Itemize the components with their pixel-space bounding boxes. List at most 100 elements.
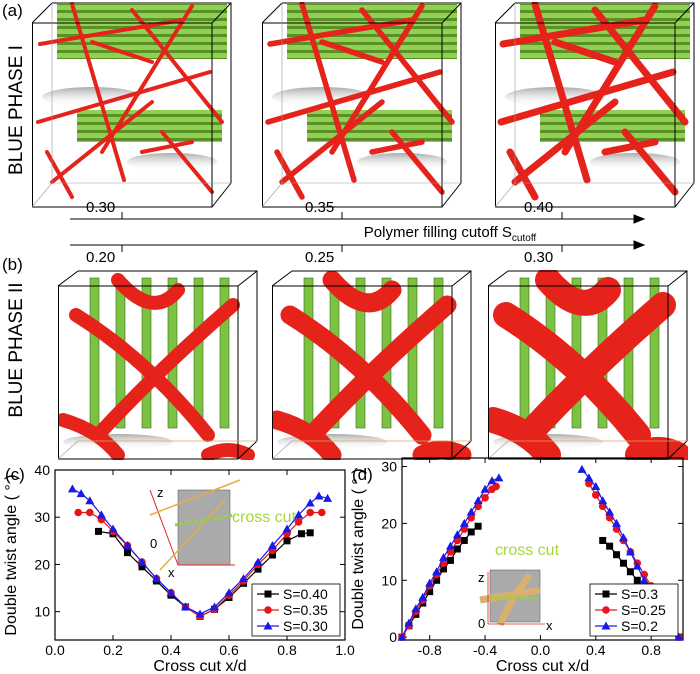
marker xyxy=(152,574,161,583)
marker xyxy=(282,524,292,533)
marker xyxy=(599,536,607,544)
marker xyxy=(459,518,469,527)
legend-label: S=0.40 xyxy=(283,586,328,602)
marker xyxy=(445,541,455,550)
legend-marker xyxy=(602,590,610,598)
panel-label: (b) xyxy=(2,255,23,274)
marker xyxy=(268,541,277,550)
marker xyxy=(210,602,219,611)
marker xyxy=(124,549,131,557)
marker xyxy=(411,604,421,613)
x-tick-label: 1.0 xyxy=(335,642,355,658)
inset-d: z 0 x xyxy=(478,569,553,633)
marker xyxy=(487,476,497,485)
y-tick-label: 30 xyxy=(381,459,397,475)
marker xyxy=(467,528,475,536)
marker xyxy=(224,588,234,597)
marker xyxy=(433,576,441,584)
cutoff-label: 0.20 xyxy=(86,249,115,266)
marker xyxy=(626,568,634,576)
x-tick-label: 0.4 xyxy=(161,642,181,658)
legend-marker xyxy=(264,606,272,614)
marker xyxy=(613,551,621,559)
marker xyxy=(480,484,490,493)
marker xyxy=(397,632,407,641)
marker xyxy=(418,592,428,601)
marker xyxy=(605,507,615,516)
rendering xyxy=(32,3,231,207)
marker xyxy=(138,563,146,571)
rendering xyxy=(495,3,694,207)
cutoff-label: 0.30 xyxy=(524,249,553,266)
rendering xyxy=(488,271,687,459)
marker xyxy=(639,575,649,584)
marker xyxy=(254,565,262,573)
marker xyxy=(253,557,263,566)
legend-marker xyxy=(263,621,273,630)
marker xyxy=(239,574,248,583)
cutoff-label: 0.40 xyxy=(524,199,553,216)
plot-frame xyxy=(401,457,684,641)
cutoff-arrow xyxy=(70,212,646,252)
marker xyxy=(474,522,482,530)
marker xyxy=(96,510,106,519)
panel-label: (c) xyxy=(5,465,25,484)
marker xyxy=(95,527,102,535)
marker xyxy=(323,493,333,502)
marker xyxy=(294,510,304,519)
x-tick-label: 0.0 xyxy=(531,642,551,658)
inset-axis: 0 xyxy=(478,616,485,631)
marker xyxy=(425,578,435,587)
marker xyxy=(584,473,594,482)
legend-label: S=0.2 xyxy=(621,618,658,634)
rendering xyxy=(262,3,461,207)
marker xyxy=(306,529,314,537)
plot-frame xyxy=(54,469,346,641)
cutoff-axis-title: Polymer filling cutoff Scutoff xyxy=(364,224,537,244)
row-title: BLUE PHASE II xyxy=(6,282,27,417)
legend-label: S=0.25 xyxy=(621,602,666,618)
inset-axis: 0 xyxy=(150,536,157,551)
x-axis-title: Cross cut x/d xyxy=(153,658,246,674)
marker xyxy=(314,491,324,500)
marker xyxy=(619,559,627,567)
x-tick-label: 0.0 xyxy=(45,642,65,658)
marker xyxy=(606,542,614,550)
x-tick-label: 0.2 xyxy=(103,642,123,658)
marker xyxy=(460,536,468,544)
marker xyxy=(137,557,147,566)
marker xyxy=(85,496,95,505)
panel-label: (a) xyxy=(2,1,23,20)
marker xyxy=(195,609,205,618)
marker xyxy=(492,482,500,491)
x-axis-title: Cross cut x/d xyxy=(496,658,589,674)
y-tick-label: 20 xyxy=(381,515,397,531)
marker xyxy=(632,561,642,570)
marker xyxy=(577,464,587,473)
marker xyxy=(76,489,86,498)
marker xyxy=(432,567,442,576)
y-tick-label: 30 xyxy=(34,509,50,525)
panel-label: (d) xyxy=(352,465,373,484)
legend-marker xyxy=(264,590,272,598)
marker xyxy=(298,530,305,538)
marker xyxy=(452,530,462,539)
marker xyxy=(625,547,635,556)
x-tick-label: 0.4 xyxy=(586,642,606,658)
marker xyxy=(123,541,132,550)
legend-label: S=0.30 xyxy=(283,618,328,634)
inset-axis: z xyxy=(157,485,164,500)
marker xyxy=(481,494,489,502)
marker xyxy=(283,537,291,545)
x-tick-label: -0.4 xyxy=(473,642,497,658)
legend-label: S=0.3 xyxy=(621,586,658,602)
marker xyxy=(404,618,414,627)
rendering xyxy=(272,271,471,459)
marker xyxy=(305,498,315,507)
marker xyxy=(166,588,176,597)
inset-axis: z xyxy=(478,570,485,585)
x-tick-label: 0.6 xyxy=(219,642,239,658)
axis-title-sub: cutoff xyxy=(512,233,536,244)
